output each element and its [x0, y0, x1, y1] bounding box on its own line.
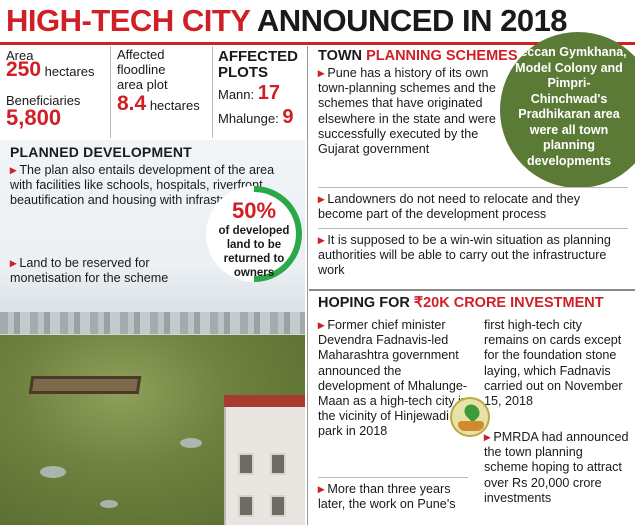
green-callout: [500, 32, 635, 188]
town-bullet-1-text: Pune has a history of its own town-plann…: [318, 66, 496, 157]
hoping-title-part2: ₹20K CRORE INVESTMENT: [413, 295, 604, 311]
town-title: TOWN PLANNING SCHEMES: [318, 48, 518, 64]
hoping-title: HOPING FOR ₹20K CRORE INVESTMENT: [318, 295, 604, 311]
floodline-stat: 8.4 hectares: [117, 93, 200, 114]
beneficiaries-value: 5,800: [6, 105, 62, 130]
hoping-bullet-1: ▸ Former chief minister Devendra Fadnavis…: [318, 318, 468, 440]
planned-bullet-1-text: The plan also entails development of the…: [10, 163, 275, 208]
planned-bullet-2: ▸ Land to be reserved for monetisation fo…: [10, 256, 195, 286]
site-photo: [0, 140, 305, 525]
section-rule: [309, 289, 635, 291]
green-callout-text: Deccan Gymkhana, Model Colony and Pimpri…: [511, 45, 627, 168]
arrow-icon: ▸: [318, 233, 325, 247]
mhalunge-label: Mhalunge:: [218, 111, 279, 126]
arrow-icon: ▸: [318, 482, 325, 496]
hoping-rule-1: [318, 477, 468, 478]
town-bullet-2-text: Landowners do not need to relocate and t…: [318, 192, 581, 222]
town-bullet-1: ▸ Pune has a history of its own town-plan…: [318, 66, 503, 157]
floodline-unit: hectares: [149, 98, 200, 113]
percent-value: 50%: [231, 198, 277, 223]
hoping-title-part1: HOPING FOR: [318, 295, 410, 311]
planned-bullet-1: ▸ The plan also entails development of th…: [10, 163, 295, 209]
town-title-part1: TOWN: [318, 48, 363, 64]
city-skyline: [0, 312, 305, 334]
area-stat: 250 hectares: [6, 59, 95, 80]
percent-ring-inner: [212, 192, 296, 276]
town-bullet-2: ▸ Landowners do not need to relocate and …: [318, 192, 628, 222]
puddle: [180, 438, 202, 448]
mann-value: 17: [257, 82, 281, 104]
town-rule-1: [318, 187, 628, 188]
plots-title-2: PLOTS: [218, 64, 269, 81]
town-rule-2: [318, 228, 628, 229]
area-value: 250: [6, 58, 42, 81]
hoping-bullet-2-text: More than three years later, the work on…: [318, 482, 456, 512]
stat-divider-1: [110, 46, 111, 138]
hoping-bullet-2: ▸ More than three years later, the work o…: [318, 482, 468, 512]
headline-rule: [0, 42, 635, 45]
investment-icon: [450, 397, 490, 437]
hoping-bullet-3: ▸ PMRDA had announced the town planning s…: [484, 430, 630, 506]
stat-divider-2: [212, 46, 213, 138]
hoping-bullet-3-text: PMRDA had announced the town planning sc…: [484, 430, 629, 505]
planned-bullet-2-text: Land to be reserved for monetisation for…: [10, 256, 169, 286]
town-bullet-3: ▸ It is supposed to be a win-win situatio…: [318, 233, 623, 279]
arrow-icon: ▸: [484, 430, 491, 444]
headline: HIGH-TECH CITY ANNOUNCED IN 2018: [0, 0, 635, 42]
arrow-icon: ▸: [318, 66, 325, 80]
building-window: [238, 453, 254, 475]
town-title-part2: PLANNING SCHEMES: [366, 48, 518, 64]
hand-icon: [458, 421, 484, 431]
leaf-icon: [461, 401, 483, 423]
headline-part1: HIGH-TECH CITY: [6, 3, 250, 38]
town-bullet-3-text: It is supposed to be a win-win situation…: [318, 233, 611, 278]
area-label: Area: [6, 48, 34, 63]
puddle: [40, 466, 66, 478]
building-window: [238, 495, 254, 517]
building-roof: [224, 395, 305, 407]
mhalunge-value: 9: [282, 106, 294, 128]
arrow-icon: ▸: [10, 163, 17, 177]
column-divider: [307, 46, 308, 525]
beneficiaries-label: Beneficiaries: [6, 93, 81, 108]
mhalunge-stat: Mhalunge: 9: [218, 107, 293, 127]
mann-label: Mann:: [218, 87, 255, 102]
building: [224, 395, 305, 525]
floodline-label-3: area plot: [117, 77, 168, 92]
planned-title: PLANNED DEVELOPMENT: [10, 144, 192, 160]
percent-text: of developed land to be returned to owne…: [218, 225, 290, 279]
hoping-continued: first high-tech city remains on cards ex…: [484, 318, 623, 409]
mann-stat: Mann: 17: [218, 83, 280, 103]
floodline-value: 8.4: [117, 92, 147, 115]
floodline-label-1: Affected: [117, 47, 165, 62]
headline-part2: ANNOUNCED IN 2018: [256, 3, 568, 38]
area-unit: hectares: [44, 64, 95, 79]
plots-title-1: AFFECTED: [218, 48, 298, 65]
hoping-bullet-1-text: Former chief minister Devendra Fadnavis-…: [318, 318, 468, 439]
floodline-label-2: floodline: [117, 62, 166, 77]
arrow-icon: ▸: [318, 192, 325, 206]
building-window: [270, 495, 286, 517]
pond: [28, 376, 142, 394]
building-window: [270, 453, 286, 475]
arrow-icon: ▸: [318, 318, 325, 332]
puddle: [100, 500, 118, 508]
arrow-icon: ▸: [10, 256, 17, 270]
